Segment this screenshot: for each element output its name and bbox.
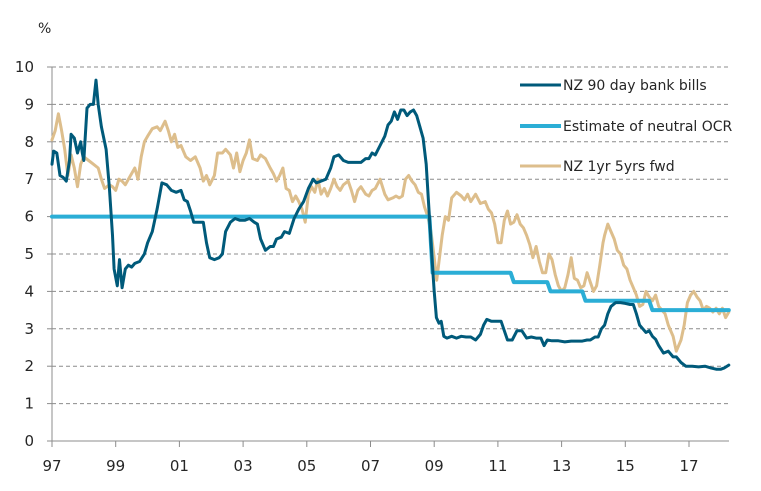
y-tick-label-3: 3 bbox=[24, 320, 34, 338]
legend-label-nz-90-day-bank-bills: NZ 90 day bank bills bbox=[563, 78, 707, 94]
gridlines bbox=[52, 66, 729, 405]
x-tick-label-17: 17 bbox=[679, 457, 698, 475]
y-tick-label-2: 2 bbox=[24, 357, 34, 375]
y-tick-label-8: 8 bbox=[24, 133, 34, 151]
y-tick-label-5: 5 bbox=[24, 245, 34, 263]
x-tick-label-01: 01 bbox=[170, 457, 189, 475]
legend: NZ 90 day bank bills Estimate of neutral… bbox=[520, 78, 733, 175]
y-axis-unit-label: % bbox=[38, 21, 51, 37]
y-tick-label-10: 10 bbox=[15, 58, 34, 76]
y-tick-label-4: 4 bbox=[24, 282, 34, 300]
y-tick-label-1: 1 bbox=[24, 395, 34, 413]
legend-item-estimate-of-neutral-ocr: Estimate of neutral OCR bbox=[520, 119, 733, 135]
x-axis-ticks: 97 99 01 03 05 07 09 11 13 15 17 bbox=[42, 441, 699, 475]
legend-label-estimate-of-neutral-ocr: Estimate of neutral OCR bbox=[563, 119, 733, 135]
x-tick-label-15: 15 bbox=[616, 457, 635, 475]
x-tick-label-13: 13 bbox=[552, 457, 571, 475]
x-tick-label-99: 99 bbox=[106, 457, 125, 475]
series-line-nz-1yr-5yrs-fwd bbox=[50, 112, 731, 353]
legend-item-nz-1yr-5yrs-fwd: NZ 1yr 5yrs fwd bbox=[520, 159, 675, 175]
legend-item-nz-90-day-bank-bills: NZ 90 day bank bills bbox=[520, 78, 707, 94]
legend-label-nz-1yr-5yrs-fwd: NZ 1yr 5yrs fwd bbox=[563, 159, 675, 175]
y-axis-ticks: 0 1 2 3 4 5 6 7 8 9 10 bbox=[15, 58, 52, 450]
x-tick-label-09: 09 bbox=[425, 457, 444, 475]
series-lines bbox=[50, 78, 731, 371]
series-line-nz-90-day-bank-bills bbox=[50, 78, 731, 371]
x-tick-label-11: 11 bbox=[488, 457, 507, 475]
x-tick-label-07: 07 bbox=[361, 457, 380, 475]
y-tick-label-9: 9 bbox=[24, 95, 34, 113]
x-tick-label-97: 97 bbox=[42, 457, 61, 475]
x-tick-label-05: 05 bbox=[297, 457, 316, 475]
y-tick-label-0: 0 bbox=[24, 432, 34, 450]
y-tick-label-7: 7 bbox=[24, 170, 34, 188]
x-tick-label-03: 03 bbox=[234, 457, 253, 475]
y-tick-label-6: 6 bbox=[24, 208, 34, 226]
